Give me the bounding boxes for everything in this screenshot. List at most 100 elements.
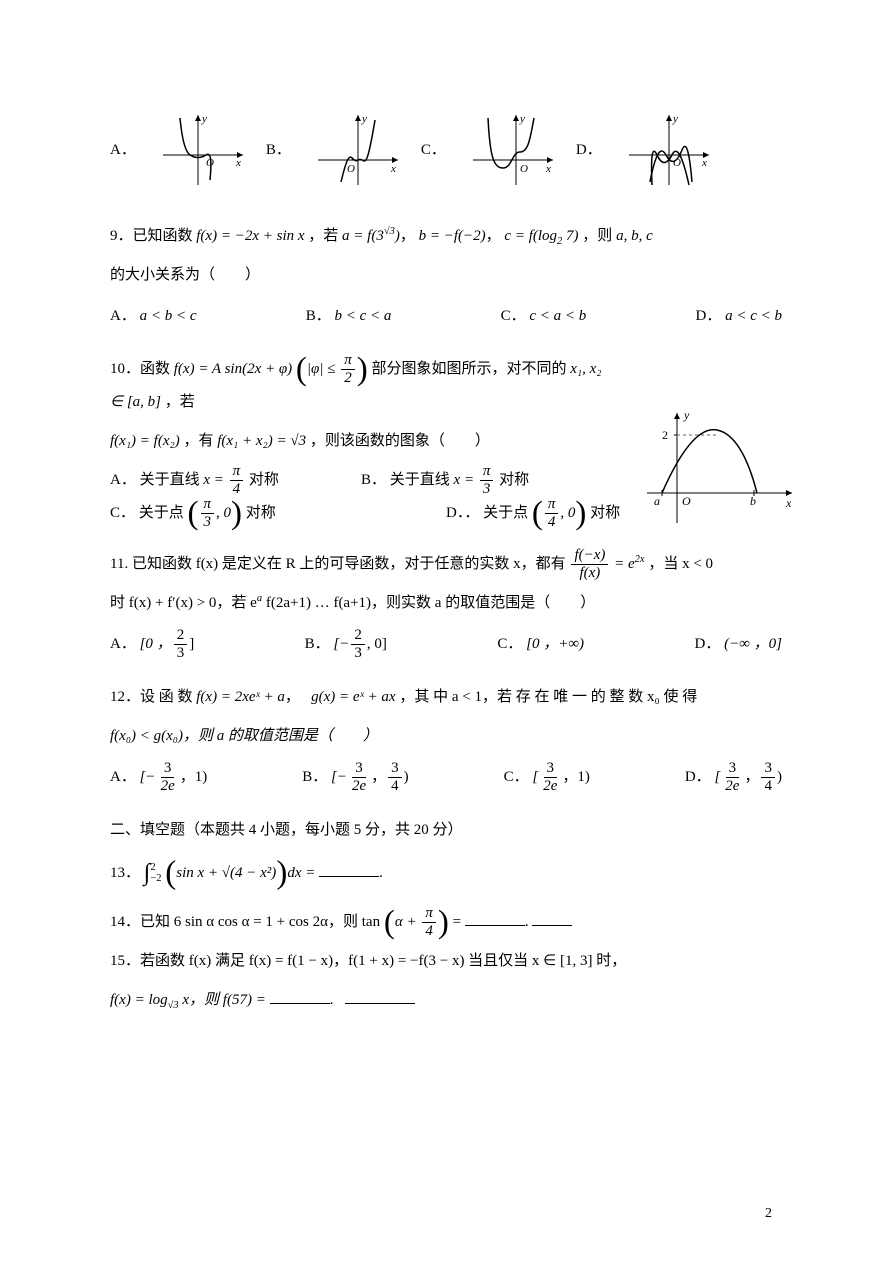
q9-options: A． a < b < c B． b < c < a C． c < a < b D… <box>110 300 782 333</box>
svg-text:y: y <box>672 113 678 125</box>
q10-fn: π <box>341 353 355 370</box>
q11-oa-c: ] <box>189 636 194 652</box>
q13-lo: −2 <box>150 874 161 885</box>
q12-od-c: ) <box>777 769 782 785</box>
q12-l2: f(x₀) < g(x₀)，则 a 的取值范围是（ ） <box>110 728 378 744</box>
q10p-yl: y <box>683 408 690 422</box>
q14-blank <box>465 912 525 927</box>
q11-ob-c: , 0] <box>367 636 387 652</box>
q11-oa-n: 2 <box>174 628 188 645</box>
q10-fx: f(x) = A sin(2x + φ) <box>174 361 292 377</box>
q9-stem: 9．已知函数 f(x) = −2x + sin x ，若 a = f(3√3)，… <box>110 220 782 253</box>
q14-blank2 <box>532 912 572 927</box>
q9-tail: 的大小关系为（ ） <box>110 259 782 292</box>
q9-asup: √3 <box>384 226 395 237</box>
q10-od-l: D．． <box>446 505 479 521</box>
q11-oa-d: 3 <box>174 645 188 661</box>
q10-t1: 10．函数 <box>110 361 174 377</box>
q15-l2b: x，则 f(57) = <box>182 992 265 1008</box>
q15-l1: 15．若函数 f(x) 满足 f(x) = f(1 − x)，f(1 + x) … <box>110 945 782 978</box>
q15-dot: . <box>330 992 334 1008</box>
svg-text:x: x <box>235 157 241 169</box>
q10-oa-n: π <box>230 464 244 481</box>
section2-heading: 二、填空题（本题共 4 小题，每小题 5 分，共 20 分） <box>110 814 782 847</box>
q9-od-m: a < c < b <box>725 308 782 324</box>
q10-oa-l: A． <box>110 472 136 488</box>
q10-oc-n: π <box>201 497 215 514</box>
q15-sub: √3 <box>168 1000 179 1011</box>
q10-ob-l: B． <box>361 472 386 488</box>
q10-ob-po: 对称 <box>499 472 529 488</box>
q15-blank2 <box>345 990 415 1005</box>
q12-od-n2: 3 <box>761 761 775 778</box>
q10p-xl: x <box>785 496 792 510</box>
q14-dot: . <box>525 914 529 930</box>
q10p-yv: 2 <box>662 428 668 442</box>
q11-sup: 2x <box>635 554 645 565</box>
q8-graph-b: O x y <box>313 110 403 190</box>
q11-ob-d: 3 <box>351 645 365 661</box>
q15-l2: f(x) = log√3 x，则 f(57) = . <box>110 984 782 1017</box>
q14-a: α + <box>395 914 421 930</box>
q11-t2: ，当 x < 0 <box>648 556 713 572</box>
q11-ob-o: [− <box>333 636 349 652</box>
q9-t3: ，则 <box>582 228 616 244</box>
q10-t2: 部分图象如图所示，对不同的 <box>371 361 570 377</box>
q14: 14．已知 6 sin α cos α = 1 + cos 2α，则 tan (… <box>110 906 782 939</box>
q11-oc-t: [0 ，+∞) <box>526 636 584 652</box>
q9-ac: ) <box>395 228 400 244</box>
q12-od-d1: 2e <box>722 778 742 794</box>
q10-ob-d: 3 <box>480 481 494 497</box>
svg-text:y: y <box>201 113 207 125</box>
svg-text:y: y <box>361 113 367 125</box>
q12-line2: f(x₀) < g(x₀)，则 a 的取值范围是（ ） <box>110 720 782 753</box>
q12-gx: g(x) = eˣ + ax <box>311 689 395 705</box>
q12-od-n1: 3 <box>726 761 740 778</box>
q13: 13． ∫2−2 (sin x + √(4 − x²))dx = . <box>110 847 782 900</box>
q10-l2b: ，有 <box>183 433 217 449</box>
q13-t1: 13． <box>110 865 140 881</box>
q12-oc-o: [ <box>532 769 538 785</box>
q13-dot: . <box>379 865 383 881</box>
q9-oc-m: c < a < b <box>529 308 586 324</box>
q10-l2d: ，则该函数的图象（ ） <box>310 433 490 449</box>
q12-ob-n1: 3 <box>352 761 366 778</box>
q15-l2a: f(x) = log <box>110 992 168 1008</box>
q10-od-po: 对称 <box>590 505 620 521</box>
q11-eq: = e <box>614 556 635 572</box>
q11-line2: 时 f(x) + f′(x) > 0，若 ea f(2a+1) … f(a+1)… <box>110 587 782 620</box>
q8-graph-c: O x y <box>468 110 558 190</box>
q13-body: sin x + √(4 − x²) <box>176 865 276 881</box>
svg-text:x: x <box>701 157 707 169</box>
q8-label-b: B． <box>266 134 295 167</box>
q9-b: b = −f(−2) <box>419 228 486 244</box>
q11-l2s: a <box>257 593 262 604</box>
q11-oa-o: [0 ， <box>140 636 172 652</box>
q11-fn: f(−x) <box>571 548 608 565</box>
q12-ob-d2: 4 <box>388 778 402 794</box>
q9-ob-m: b < c < a <box>334 308 391 324</box>
svg-text:O: O <box>520 163 528 175</box>
q9-t2: ，若 <box>308 228 342 244</box>
q9-oc-l: C． <box>501 308 526 324</box>
q11-od-l: D． <box>695 636 721 652</box>
q12-ob-o: [− <box>331 769 347 785</box>
q13-dx: dx = <box>287 865 315 881</box>
q12-oa-o: [− <box>140 769 156 785</box>
q9-abc: a, b, c <box>616 228 653 244</box>
q10-ob-n: π <box>480 464 494 481</box>
q9-od-l: D． <box>696 308 722 324</box>
q12-oc-l: C． <box>504 769 529 785</box>
q12-ob-m: ， <box>371 769 386 785</box>
svg-text:x: x <box>545 163 551 175</box>
q10-od-c: , 0 <box>560 505 575 521</box>
q8-label-a: A． <box>110 134 140 167</box>
q10-plot: y x 2 a O b <box>632 405 797 530</box>
q10-oa-mp: x = <box>203 472 227 488</box>
q11-stem: 11. 已知函数 f(x) 是定义在 R 上的可导函数，对于任意的实数 x，都有… <box>110 548 782 581</box>
q12-ob-d1: 2e <box>349 778 369 794</box>
q14-eq: = <box>453 914 461 930</box>
q12-fx: f(x) = 2xeˣ + a <box>196 689 285 705</box>
q12-ob-l: B． <box>302 769 327 785</box>
q10-oc-po: 对称 <box>246 505 276 521</box>
